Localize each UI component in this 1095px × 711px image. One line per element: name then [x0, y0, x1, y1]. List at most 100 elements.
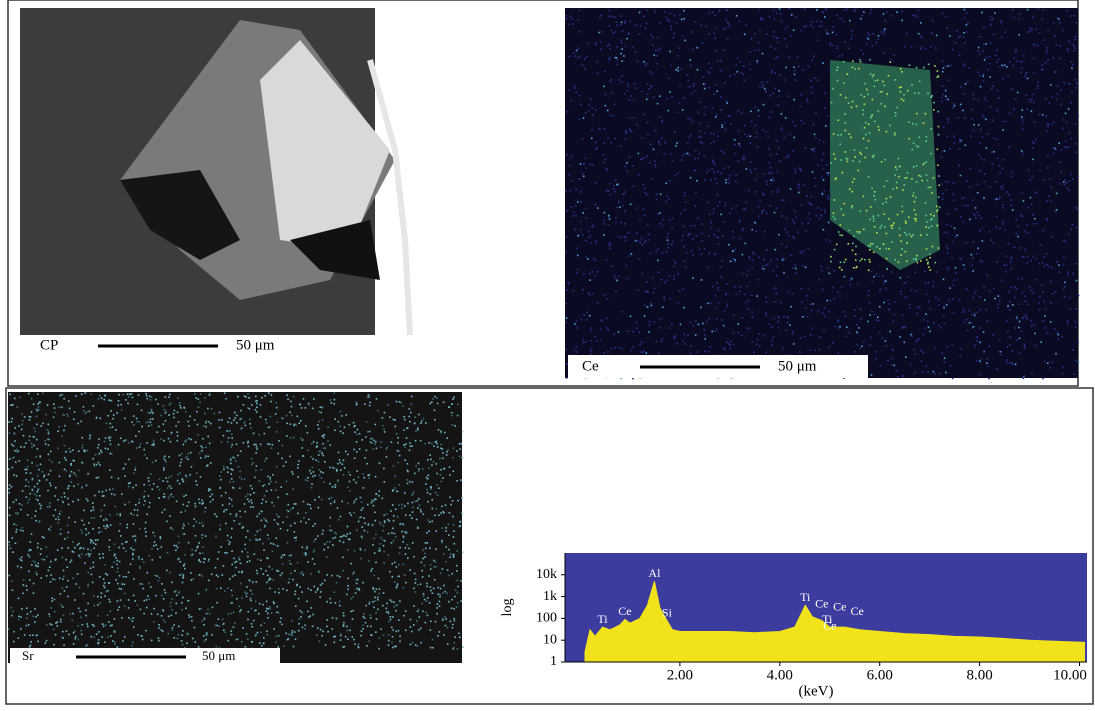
speckle: [1064, 286, 1066, 288]
speckle: [709, 253, 711, 255]
speckle: [386, 603, 388, 605]
speckle: [138, 394, 140, 396]
speckle: [1036, 279, 1038, 281]
speckle: [993, 242, 995, 244]
speckle: [369, 405, 371, 407]
speckle: [418, 498, 420, 500]
speckle: [329, 498, 331, 500]
speckle: [900, 254, 902, 256]
speckle: [1016, 233, 1018, 235]
speckle: [346, 626, 348, 628]
speckle: [161, 615, 163, 617]
speckle: [710, 228, 712, 230]
speckle: [234, 520, 236, 522]
speckle: [766, 180, 768, 182]
speckle: [576, 272, 578, 274]
speckle: [765, 352, 767, 354]
speckle: [669, 13, 671, 15]
speckle: [797, 231, 799, 233]
speckle: [389, 416, 391, 418]
speckle: [69, 476, 71, 478]
speckle: [743, 73, 745, 75]
speckle: [289, 456, 291, 458]
speckle: [921, 46, 923, 48]
speckle: [769, 162, 771, 164]
speckle: [247, 530, 249, 532]
speckle: [394, 476, 396, 478]
speckle: [386, 456, 388, 458]
speckle: [211, 634, 213, 636]
speckle: [852, 30, 854, 32]
speckle: [26, 625, 28, 627]
speckle: [26, 617, 28, 619]
speckle: [839, 144, 841, 146]
speckle: [266, 634, 268, 636]
speckle: [342, 463, 344, 465]
speckle: [305, 548, 307, 550]
speckle: [358, 521, 360, 523]
speckle: [723, 152, 725, 154]
speckle: [74, 547, 76, 549]
speckle: [257, 559, 259, 561]
speckle: [422, 468, 424, 470]
speckle: [720, 276, 722, 278]
speckle: [792, 220, 794, 222]
speckle: [110, 423, 112, 425]
speckle: [1050, 281, 1052, 283]
speckle: [78, 543, 80, 545]
speckle: [760, 19, 762, 21]
speckle: [823, 153, 825, 155]
speckle: [415, 582, 417, 584]
speckle: [407, 427, 409, 429]
speckle: [915, 258, 917, 260]
speckle: [29, 579, 31, 581]
speckle: [104, 582, 106, 584]
speckle: [28, 393, 30, 395]
speckle: [705, 26, 707, 28]
speckle: [1063, 119, 1065, 121]
speckle: [632, 331, 634, 333]
speckle: [856, 331, 858, 333]
speckle: [723, 325, 725, 327]
speckle: [369, 431, 371, 433]
speckle: [953, 199, 955, 201]
speckle: [706, 172, 708, 174]
speckle: [873, 74, 875, 76]
speckle: [61, 637, 63, 639]
speckle: [838, 55, 840, 57]
speckle: [583, 163, 585, 165]
speckle: [433, 560, 435, 562]
speckle: [937, 149, 939, 151]
speckle: [874, 86, 876, 88]
speckle: [203, 425, 205, 427]
speckle: [655, 164, 657, 166]
speckle: [1075, 327, 1077, 329]
speckle: [1067, 274, 1069, 276]
speckle: [625, 46, 627, 48]
speckle: [35, 456, 37, 458]
speckle: [752, 260, 754, 262]
speckle: [575, 189, 577, 191]
speckle: [890, 225, 892, 227]
speckle: [1027, 207, 1029, 209]
speckle: [716, 183, 718, 185]
speckle: [29, 493, 31, 495]
speckle: [98, 532, 100, 534]
speckle: [343, 535, 345, 537]
speckle: [52, 578, 54, 580]
speckle: [584, 58, 586, 60]
speckle: [59, 513, 61, 515]
speckle: [99, 464, 101, 466]
speckle: [62, 587, 64, 589]
speckle: [1007, 346, 1009, 348]
speckle: [307, 432, 309, 434]
speckle: [895, 259, 897, 261]
speckle: [918, 175, 920, 177]
speckle: [588, 292, 590, 294]
speckle: [173, 417, 175, 419]
speckle: [609, 25, 611, 27]
speckle: [340, 431, 342, 433]
speckle: [336, 618, 338, 620]
speckle: [1018, 278, 1020, 280]
speckle: [98, 444, 100, 446]
